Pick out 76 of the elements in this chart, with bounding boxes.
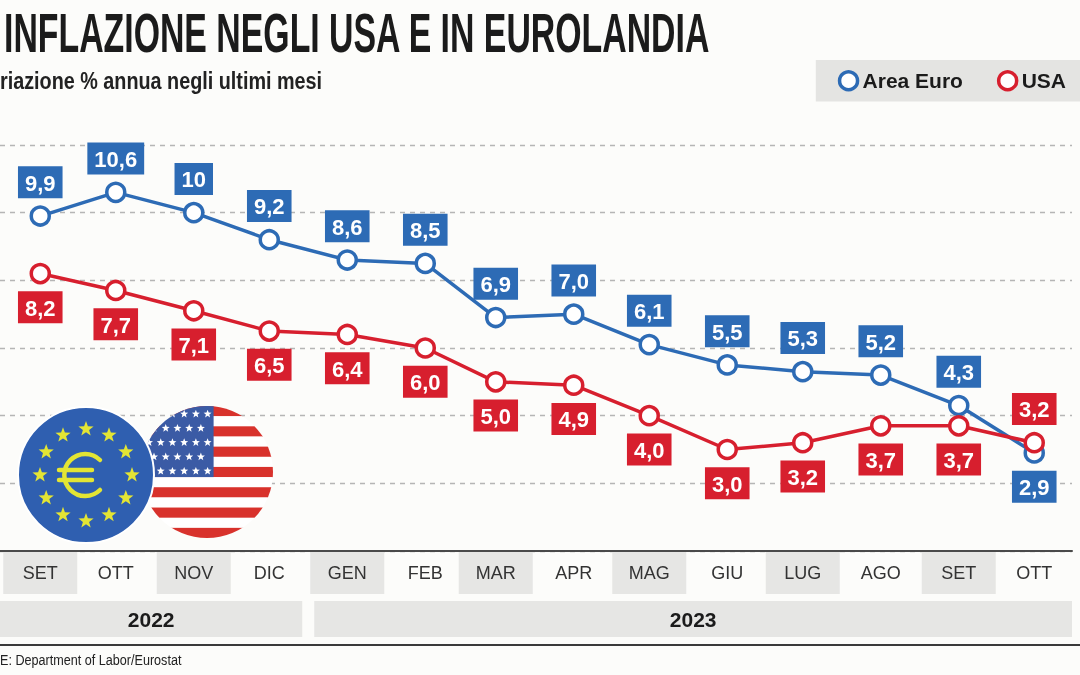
data-label: 3,2 bbox=[787, 464, 819, 490]
point bbox=[948, 415, 970, 437]
data-label: 5,3 bbox=[787, 326, 819, 352]
point bbox=[183, 201, 205, 224]
point bbox=[258, 320, 281, 342]
x-tick-label: AGO bbox=[860, 563, 901, 583]
data-label: 10 bbox=[181, 167, 207, 193]
point bbox=[29, 262, 52, 285]
point bbox=[183, 300, 205, 322]
point bbox=[638, 404, 660, 427]
data-label: 6,5 bbox=[253, 353, 285, 379]
point bbox=[563, 303, 585, 325]
data-label: 3,7 bbox=[943, 448, 975, 474]
data-label: 3,2 bbox=[1018, 397, 1050, 423]
x-tick-label: MAR bbox=[475, 563, 516, 583]
data-label: 6,4 bbox=[331, 356, 364, 382]
data-label: 10,6 bbox=[94, 147, 138, 173]
point bbox=[870, 415, 892, 437]
point bbox=[1023, 431, 1045, 454]
data-label: 8,6 bbox=[331, 214, 363, 240]
data-label: 6,9 bbox=[480, 272, 512, 298]
data-label: 4,0 bbox=[633, 437, 665, 463]
point bbox=[792, 431, 814, 454]
data-label: 6,1 bbox=[633, 299, 665, 325]
point bbox=[485, 306, 507, 329]
data-label: 3,0 bbox=[711, 471, 743, 497]
point bbox=[105, 279, 127, 302]
point bbox=[336, 249, 359, 271]
data-label: 8,5 bbox=[409, 218, 441, 244]
data-label: 3,7 bbox=[865, 448, 897, 474]
data-label: 2,9 bbox=[1018, 475, 1050, 501]
point bbox=[414, 337, 437, 359]
point bbox=[563, 374, 585, 396]
data-label: 5,2 bbox=[865, 329, 897, 355]
point bbox=[336, 323, 359, 346]
point bbox=[870, 364, 892, 386]
text: E: Department of Labor/Eurostat bbox=[0, 652, 182, 668]
x-tick-label: SET bbox=[941, 563, 977, 583]
point bbox=[258, 228, 281, 251]
x-tick-label: OTT bbox=[97, 563, 134, 583]
x-tick-label: NOV bbox=[174, 563, 214, 583]
data-label: 7,1 bbox=[178, 333, 210, 359]
data-label: 5,5 bbox=[711, 319, 743, 345]
data-label: 9,9 bbox=[24, 170, 56, 196]
x-tick-label: GEN bbox=[327, 563, 367, 583]
point bbox=[414, 252, 437, 275]
point bbox=[792, 360, 814, 383]
point bbox=[29, 205, 52, 227]
text: 2023 bbox=[669, 607, 717, 631]
point bbox=[948, 394, 970, 417]
x-tick-label: DIC bbox=[253, 563, 285, 583]
x-tick-label: LUG bbox=[784, 563, 822, 583]
data-label: 7,0 bbox=[558, 268, 590, 294]
x-tick-label: APR bbox=[555, 563, 593, 583]
legend-label: USA bbox=[1021, 69, 1067, 93]
data-label: 5,0 bbox=[480, 404, 512, 430]
data-label: 8,2 bbox=[24, 295, 56, 321]
x-tick-label: GIU bbox=[711, 563, 744, 583]
chart-subtitle: riazione % annua negli ultimi mesi bbox=[0, 68, 323, 94]
x-tick-label: FEB bbox=[407, 563, 443, 583]
x-tick-label: OTT bbox=[1016, 563, 1053, 583]
chart-title: INFLAZIONE NEGLI USA E IN EUROLANDIA bbox=[4, 2, 710, 64]
data-label: 7,7 bbox=[100, 312, 132, 338]
point bbox=[485, 371, 507, 393]
data-label: 6,0 bbox=[409, 370, 441, 396]
point bbox=[638, 333, 660, 356]
data-label: 4,3 bbox=[943, 360, 975, 386]
data-label: 4,9 bbox=[558, 407, 590, 433]
point bbox=[105, 181, 127, 204]
data-label: 9,2 bbox=[253, 194, 285, 220]
x-tick-label: SET bbox=[22, 563, 58, 583]
point bbox=[716, 354, 738, 376]
text: 2022 bbox=[127, 607, 175, 631]
x-tick-label: MAG bbox=[628, 563, 670, 583]
point bbox=[716, 438, 738, 461]
legend-label: Area Euro bbox=[862, 69, 963, 93]
